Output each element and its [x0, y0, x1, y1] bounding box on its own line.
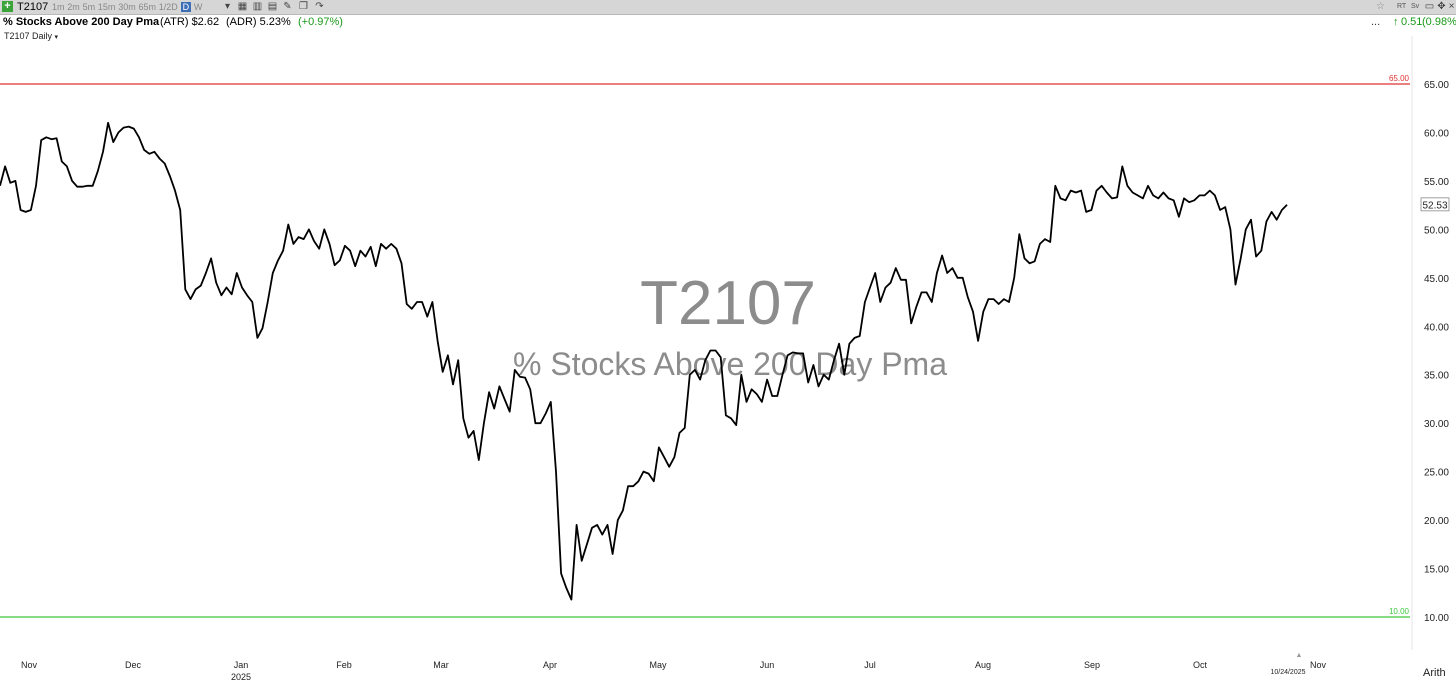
y-tick-label: 35.00 — [1424, 371, 1449, 382]
reference-label-65.00: 65.00 — [1389, 74, 1410, 83]
indicator-title: % Stocks Above 200 Day Pma — [3, 16, 160, 28]
timeframe-15m[interactable]: 15m — [97, 2, 116, 12]
x-tick-label: Nov — [1310, 660, 1327, 670]
reference-label-10.00: 10.00 — [1389, 607, 1410, 616]
y-tick-label: 50.00 — [1424, 225, 1449, 236]
series-group — [0, 121, 1288, 601]
copy-icon[interactable]: ❐ — [299, 1, 308, 12]
x-axis: Nov Dec Jan Feb Mar Apr May Jun Jul Aug Sep Oct Nov — [21, 660, 1327, 670]
info-bar: % Stocks Above 200 Day Pma (ATR) $2.62 (… — [0, 15, 1456, 29]
y-tick-label: 15.00 — [1424, 565, 1449, 576]
y-tick-label: 60.00 — [1424, 128, 1449, 139]
x-tick-label: May — [649, 660, 667, 670]
y-axis: 65.00 60.00 55.00 50.00 45.00 40.00 35.00 30.00… — [1424, 80, 1449, 624]
y-tick-label: 45.00 — [1424, 274, 1449, 285]
share-arrow-icon[interactable]: ↷ — [315, 1, 324, 12]
timeframe-group: 1m 2m 5m 15m 30m 65m 1/2D D W — [52, 1, 202, 14]
last-value-label: 52.53 — [1422, 200, 1447, 211]
x-tick-label: Mar — [433, 660, 449, 670]
x-tick-label: Oct — [1193, 660, 1208, 670]
toolbar: + T2107 1m 2m 5m 15m 30m 65m 1/2D D W ▾ … — [0, 0, 1456, 15]
last-value-group: 52.53 — [1420, 197, 1450, 212]
watermark-symbol: T2107 — [640, 269, 816, 338]
symbol-field[interactable]: T2107 — [17, 1, 49, 13]
draw-pen-icon[interactable]: ✎ — [283, 1, 292, 12]
scale-type-label[interactable]: Arith — [1423, 667, 1446, 679]
favorite-star-icon[interactable]: ☆ — [1376, 1, 1385, 12]
y-tick-label: 10.00 — [1424, 613, 1449, 624]
layout-icon[interactable]: ▤ — [267, 1, 278, 12]
last-value-box — [1420, 197, 1450, 212]
timeframe-1m[interactable]: 1m — [52, 2, 65, 12]
up-arrow-icon: ↑ — [1393, 16, 1399, 28]
x-tick-label: Dec — [125, 660, 142, 670]
y-tick-label: 30.00 — [1424, 419, 1449, 430]
chevron-down-icon[interactable]: ▾ — [54, 34, 59, 41]
x-tick-label: Nov — [21, 660, 38, 670]
year-label: 2025 — [231, 672, 251, 682]
minimize-icon[interactable]: ▭ — [1424, 1, 1435, 12]
timeframe-half-day[interactable]: 1/2D — [158, 2, 178, 12]
right-change-pct: (0.98%) — [1422, 16, 1456, 28]
more-ellipsis[interactable]: ... — [1371, 16, 1381, 28]
timeframe-daily[interactable]: D — [180, 2, 192, 12]
dropdown-arrow-icon[interactable]: ▾ — [224, 1, 231, 12]
x-tick-label: Jan — [234, 660, 249, 670]
y-tick-label: 40.00 — [1424, 322, 1449, 333]
change-percent: (+0.97%) — [298, 16, 343, 28]
timeframe-65m[interactable]: 65m — [138, 2, 156, 12]
chart-period-label[interactable]: T2107 Daily — [4, 31, 53, 41]
x-tick-label: Jun — [760, 660, 775, 670]
date-marker-caret-icon: ▲ — [1296, 652, 1303, 659]
indicator-icon[interactable]: ▦ — [237, 1, 248, 12]
date-marker: 10/24/2025 — [1270, 669, 1305, 676]
add-symbol-icon[interactable]: + — [2, 1, 13, 12]
timeframe-weekly[interactable]: W — [193, 2, 203, 12]
realtime-badge[interactable]: RT — [1397, 3, 1407, 10]
y-tick-label: 55.00 — [1424, 177, 1449, 188]
watermark-name: % Stocks Above 200 Day Pma — [513, 346, 947, 382]
timeframe-30m[interactable]: 30m — [118, 2, 136, 12]
close-icon[interactable]: × — [1448, 1, 1455, 12]
x-tick-label: Aug — [975, 660, 991, 670]
chart-type-icon[interactable]: ▥ — [252, 1, 263, 12]
x-tick-label: Sep — [1084, 660, 1100, 670]
y-tick-label: 20.00 — [1424, 516, 1449, 527]
y-tick-label: 65.00 — [1424, 80, 1449, 91]
x-tick-label: Apr — [543, 660, 557, 670]
timeframe-2m[interactable]: 2m — [67, 2, 80, 12]
y-tick-label: 25.00 — [1424, 468, 1449, 479]
chart-subtitle[interactable]: T2107 Daily ▾ — [4, 31, 58, 41]
x-tick-label: Feb — [336, 660, 352, 670]
series-line — [0, 121, 1288, 601]
x-tick-label: Jul — [864, 660, 876, 670]
adr-value: (ADR) 5.23% — [226, 16, 291, 28]
save-badge[interactable]: Sv — [1411, 3, 1420, 10]
timeframe-5m[interactable]: 5m — [82, 2, 96, 12]
right-change: 0.51 — [1401, 16, 1423, 28]
move-icon[interactable]: ✥ — [1437, 1, 1446, 12]
atr-value: (ATR) $2.62 — [160, 16, 220, 28]
reference-lines: 65.00 10.00 — [0, 74, 1410, 618]
